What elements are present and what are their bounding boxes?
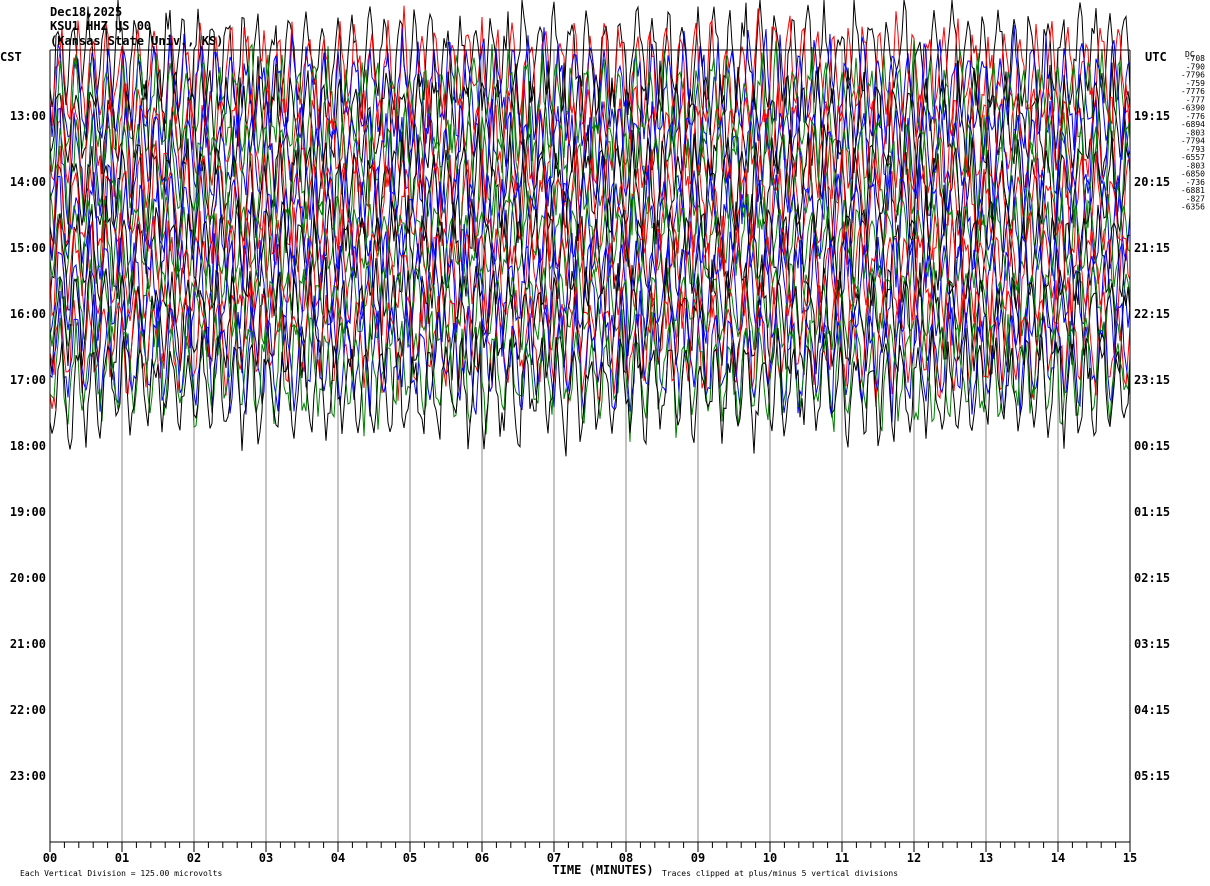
utc-hour-label: 04:15 xyxy=(1134,703,1170,717)
dc-offset-label: -7776 xyxy=(1181,87,1205,96)
x-tick-label: 01 xyxy=(115,851,129,865)
dc-offset-label: -776 xyxy=(1186,112,1205,121)
x-tick-label: 04 xyxy=(331,851,345,865)
cst-hour-labels: 13:00 14:00 15:00 16:00 17:00 18:00 19:00 20:00… xyxy=(10,109,46,783)
cst-hour-label: 15:00 xyxy=(10,241,46,255)
header-date: Dec18,2025 xyxy=(50,5,122,19)
header-station: KSU1 HHZ US 00 xyxy=(50,19,151,33)
utc-hour-label: 02:15 xyxy=(1134,571,1170,585)
dc-offset-label: -6894 xyxy=(1181,120,1205,129)
trace-row xyxy=(49,96,1131,225)
dc-offset-label: -803 xyxy=(1186,161,1205,170)
dc-offset-label: -6557 xyxy=(1181,153,1205,162)
cst-hour-label: 16:00 xyxy=(10,307,46,321)
utc-hour-label: 20:15 xyxy=(1134,175,1170,189)
x-tick-label: 09 xyxy=(691,851,705,865)
dc-offset-label: -777 xyxy=(1186,95,1205,104)
cst-hour-label: 14:00 xyxy=(10,175,46,189)
x-tick-label: 05 xyxy=(403,851,417,865)
trace-row xyxy=(49,223,1131,358)
footer-division: Each Vertical Division = 125.00 microvol… xyxy=(20,869,222,878)
x-tick-label: 00 xyxy=(43,851,57,865)
x-axis-title: TIME (MINUTES) xyxy=(552,863,653,877)
x-tick-label: 15 xyxy=(1123,851,1137,865)
dc-offset-label: -7796 xyxy=(1181,71,1205,80)
dc-offset-label: -803 xyxy=(1186,128,1205,137)
left-axis-label: CST xyxy=(0,50,22,64)
trace-row xyxy=(49,184,1131,317)
utc-hour-label: 21:15 xyxy=(1134,241,1170,255)
cst-hour-label: 19:00 xyxy=(10,505,46,519)
header-location: (Kansas State Univ., KS) xyxy=(50,34,223,48)
dc-offset-label: -759 xyxy=(1186,79,1205,88)
trace-row xyxy=(49,290,1131,423)
cst-hour-label: 22:00 xyxy=(10,703,46,717)
dc-offset-label: -736 xyxy=(1186,178,1205,187)
cst-hour-label: 20:00 xyxy=(10,571,46,585)
footer-clip: Traces clipped at plus/minus 5 vertical … xyxy=(662,869,898,878)
dc-offset-label: -790 xyxy=(1186,62,1205,71)
cst-hour-label: 17:00 xyxy=(10,373,46,387)
x-tick-label: 12 xyxy=(907,851,921,865)
utc-hour-label: 19:15 xyxy=(1134,109,1170,123)
dc-offset-label: -6850 xyxy=(1181,170,1205,179)
trace-row xyxy=(49,0,1131,122)
x-tick-label: 02 xyxy=(187,851,201,865)
right-axis-label: UTC xyxy=(1145,50,1167,64)
cst-hour-label: 21:00 xyxy=(10,637,46,651)
trace-row xyxy=(49,394,57,411)
x-tick-label: 03 xyxy=(259,851,273,865)
dc-offset-label: -708 xyxy=(1186,54,1205,63)
cst-hour-label: 13:00 xyxy=(10,109,46,123)
dc-offset-label: -827 xyxy=(1186,194,1205,203)
x-tick-label: 13 xyxy=(979,851,993,865)
dc-offset-label: -793 xyxy=(1186,145,1205,154)
dc-label: DC xyxy=(1185,50,1195,59)
x-tick-label: 07 xyxy=(547,851,561,865)
utc-hour-label: 03:15 xyxy=(1134,637,1170,651)
minute-tick-labels: 00 01 02 03 04 05 06 07 08 09 10 11 12 13 14 15 xyxy=(43,851,1137,865)
dc-offset-labels: -708-790-7796-759-7776-777-6390-776-6894… xyxy=(1181,54,1205,212)
utc-hour-label: 23:15 xyxy=(1134,373,1170,387)
trace-row xyxy=(49,326,1131,457)
dc-offset-label: -7794 xyxy=(1181,137,1205,146)
trace-row xyxy=(49,77,1131,208)
utc-hour-label: 01:15 xyxy=(1134,505,1170,519)
plot-frame xyxy=(49,49,1131,852)
cst-hour-label: 23:00 xyxy=(10,769,46,783)
x-tick-label: 14 xyxy=(1051,851,1065,865)
utc-hour-label: 22:15 xyxy=(1134,307,1170,321)
dc-offset-label: -6881 xyxy=(1181,186,1205,195)
utc-hour-label: 00:15 xyxy=(1134,439,1170,453)
x-tick-label: 10 xyxy=(763,851,777,865)
utc-hour-labels: 19:15 20:15 21:15 22:15 23:15 00:15 01:15 02:15… xyxy=(1134,109,1170,783)
x-tick-label: 08 xyxy=(619,851,633,865)
trace-row xyxy=(49,155,1131,290)
x-tick-label: 06 xyxy=(475,851,489,865)
seismic-traces xyxy=(49,0,1131,457)
trace-row xyxy=(49,24,1131,160)
trace-row xyxy=(49,303,1131,442)
cst-hour-label: 18:00 xyxy=(10,439,46,453)
x-tick-label: 11 xyxy=(835,851,849,865)
dc-offset-label: -6390 xyxy=(1181,104,1205,113)
utc-hour-label: 05:15 xyxy=(1134,769,1170,783)
trace-row xyxy=(49,273,1131,408)
trace-row xyxy=(49,184,1131,297)
dc-offset-label: -6356 xyxy=(1181,203,1205,212)
